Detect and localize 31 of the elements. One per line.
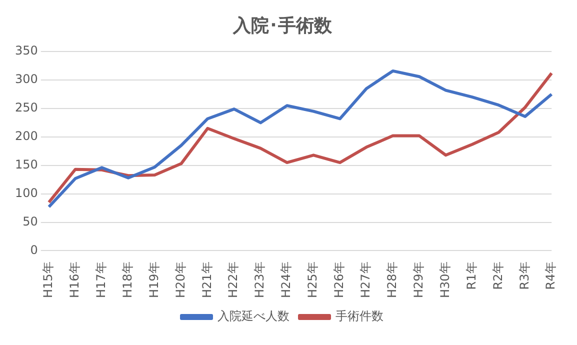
x-tick-label: H23年 [252,262,267,298]
x-tick-label: H26年 [332,262,346,298]
x-tick-label: H21年 [200,262,214,298]
x-tick-label: H22年 [226,262,240,298]
y-tick-label: 150 [15,158,38,172]
x-tick-label: H29年 [411,262,426,298]
x-tick-label: H30年 [438,262,452,298]
y-tick-label: 50 [22,214,38,228]
x-tick-label: H19年 [146,262,161,298]
x-tick-label: H24年 [279,262,294,298]
x-tick-label: R3年 [517,262,532,290]
y-tick-label: 200 [15,129,38,144]
x-tick-label: H18年 [120,262,134,298]
x-tick-label: H25年 [306,262,320,298]
y-tick-label: 350 [15,44,38,58]
x-tick-label: R4年 [544,262,558,290]
y-tick-label: 250 [15,100,38,115]
x-tick-label: H20年 [173,262,188,298]
y-tick-label: 0 [30,242,38,257]
legend-label: 入院延べ人数 [218,309,290,324]
x-tick-label: H16年 [67,262,82,298]
chart-title: 入院･手術数 [232,15,333,36]
y-tick-label: 100 [15,186,38,200]
x-tick-label: R1年 [464,262,478,290]
y-tick-label: 300 [15,72,38,86]
x-tick-label: R2年 [490,262,505,290]
legend-label: 手術件数 [336,309,384,324]
x-tick-label: H27年 [358,262,373,298]
x-tick-label: H28年 [384,262,399,298]
x-tick-label: H17年 [94,262,108,298]
x-tick-label: H15年 [41,262,56,298]
